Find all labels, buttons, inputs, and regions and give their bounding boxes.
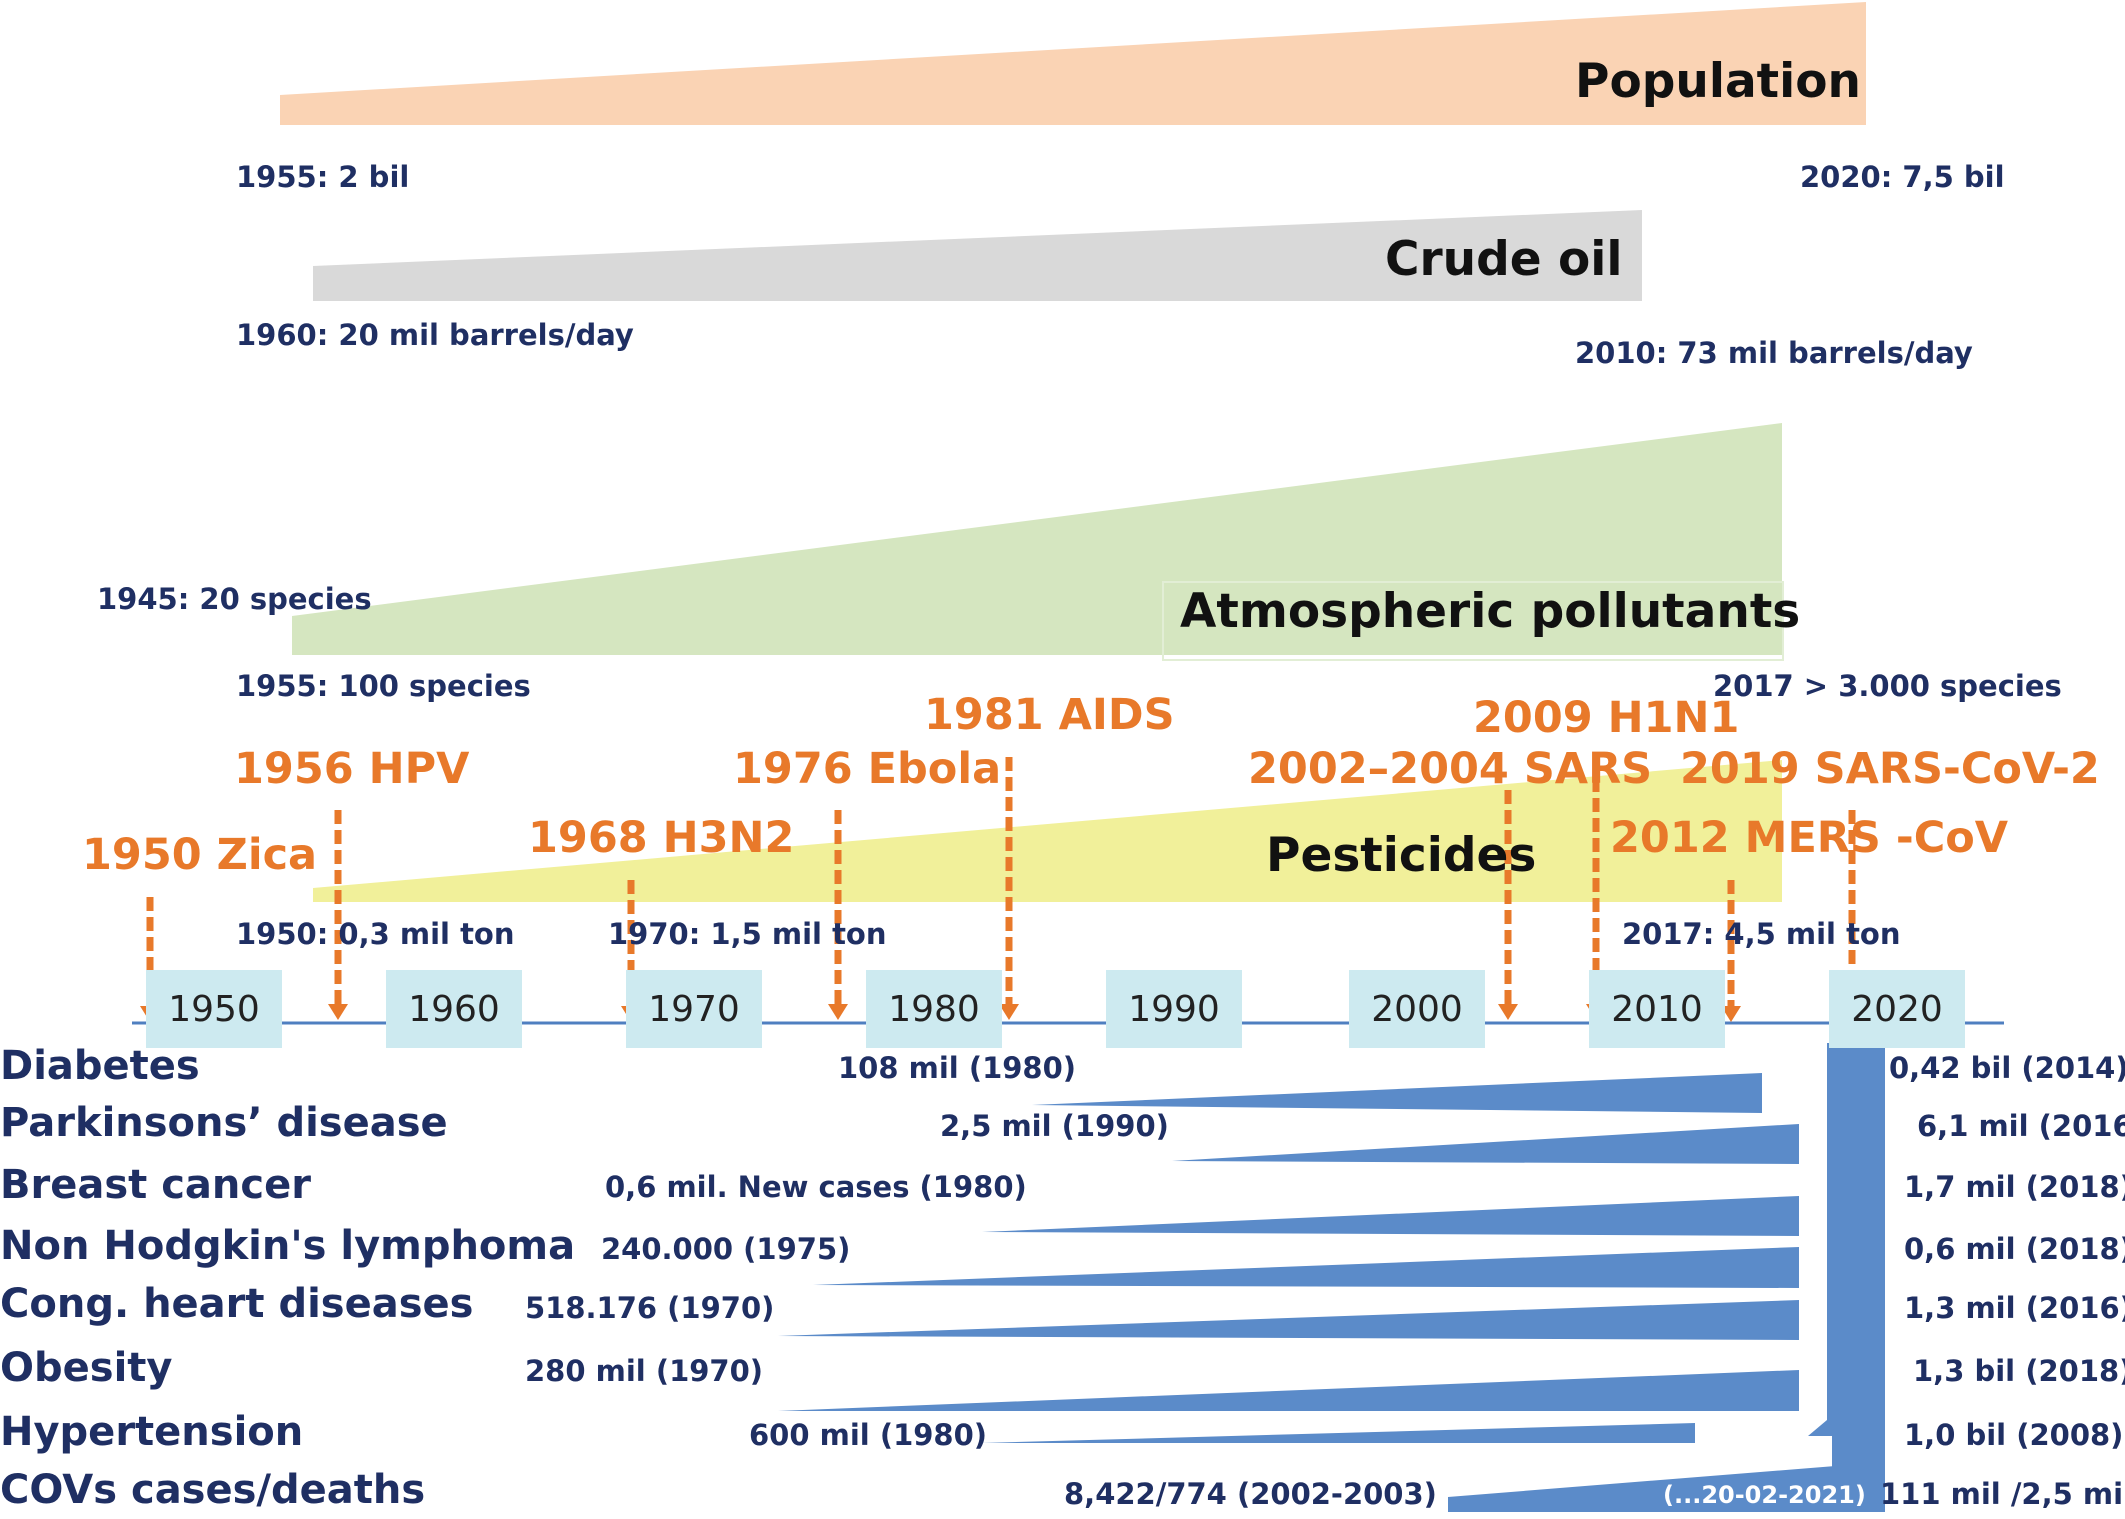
year-box-2000: 2000 xyxy=(1349,970,1485,1048)
crude-oil-start-value: 1960: 20 mil barrels/day xyxy=(236,318,634,352)
epidemic-label-hpv: 1956 HPV xyxy=(234,744,470,794)
disease-end-hypertension: 1,0 bil (2008) xyxy=(1904,1418,2124,1452)
pollutants-label-box xyxy=(1162,581,1784,661)
disease-start-hypertension: 600 mil (1980) xyxy=(749,1418,988,1452)
disease-name-obesity: Obesity xyxy=(0,1345,173,1391)
hypertension-wedge xyxy=(982,1423,1695,1443)
epidemic-label-sars-cov-2: 2019 SARS-CoV-2 xyxy=(1680,744,2100,794)
covid-vertical-bar xyxy=(1808,1043,1885,1510)
parkinsons-wedge xyxy=(1172,1124,1799,1164)
disease-end-nhl: 0,6 mil (2018) xyxy=(1904,1232,2125,1266)
year-box-1970: 1970 xyxy=(626,970,762,1048)
epidemic-label-h1n1: 2009 H1N1 xyxy=(1473,693,1740,743)
disease-name-parkinsons: Parkinsons’ disease xyxy=(0,1100,448,1146)
disease-name-nhl: Non Hodgkin's lymphoma xyxy=(0,1223,576,1269)
pesticides-start-value: 1950: 0,3 mil ton xyxy=(236,917,515,951)
nhl-wedge xyxy=(813,1247,1799,1288)
disease-end-parkinsons: 6,1 mil (2016) xyxy=(1917,1109,2125,1143)
disease-name-breast-cancer: Breast cancer xyxy=(0,1162,311,1208)
epidemic-arrow-head xyxy=(999,1004,1019,1020)
year-box-1950: 1950 xyxy=(146,970,282,1048)
pollutants-wedge xyxy=(292,423,1782,655)
disease-start-heart: 518.176 (1970) xyxy=(525,1291,775,1325)
year-box-2020: 2020 xyxy=(1829,970,1965,1048)
pesticides-wedge xyxy=(313,760,1782,902)
epidemic-label-ebola: 1976 Ebola xyxy=(733,744,1002,794)
pollutants-1945-value: 1945: 20 species xyxy=(97,582,372,616)
disease-end-covs: 111 mil /2,5 mil xyxy=(1880,1477,2125,1511)
epidemic-label-mers: 2012 MERS -CoV xyxy=(1610,813,2009,863)
disease-start-nhl: 240.000 (1975) xyxy=(601,1232,851,1266)
obesity-wedge xyxy=(778,1370,1799,1411)
pesticides-mid-value: 1970: 1,5 mil ton xyxy=(608,917,887,951)
epidemic-label-sars: 2002–2004 SARS xyxy=(1248,744,1653,794)
disease-end-obesity: 1,3 bil (2018) xyxy=(1913,1354,2125,1388)
disease-name-hypertension: Hypertension xyxy=(0,1409,304,1455)
year-box-2010: 2010 xyxy=(1589,970,1725,1048)
epidemic-arrow-head xyxy=(328,1004,348,1020)
pollutants-label: Atmospheric pollutants xyxy=(1180,584,1801,639)
epidemic-label-zica: 1950 Zica xyxy=(82,830,318,880)
epidemic-label-aids: 1981 AIDS xyxy=(924,690,1175,740)
pollutants-start-value: 1955: 100 species xyxy=(236,669,531,703)
heart-wedge xyxy=(778,1300,1799,1340)
crude-oil-label: Crude oil xyxy=(1385,232,1623,287)
disease-start-covs: 8,422/774 (2002-2003) xyxy=(1064,1477,1437,1511)
pesticides-end-value: 2017: 4,5 mil ton xyxy=(1622,917,1901,951)
covid-wedge xyxy=(1448,1462,1885,1512)
year-box-1980: 1980 xyxy=(866,970,1002,1048)
breast-cancer-wedge xyxy=(982,1196,1799,1236)
crude-oil-wedge xyxy=(313,210,1642,301)
epidemic-arrow-head xyxy=(1498,1004,1518,1020)
epidemic-arrow-head xyxy=(828,1004,848,1020)
disease-start-obesity: 280 mil (1970) xyxy=(525,1354,764,1388)
disease-start-parkinsons: 2,5 mil (1990) xyxy=(940,1109,1169,1143)
disease-end-breast-cancer: 1,7 mil (2018) xyxy=(1904,1170,2125,1204)
disease-end-heart: 1,3 mil (2016) xyxy=(1904,1291,2125,1325)
crude-oil-end-value: 2010: 73 mil barrels/day xyxy=(1575,336,1973,370)
disease-start-diabetes: 108 mil (1980) xyxy=(838,1051,1077,1085)
epidemic-label-h3n2: 1968 H3N2 xyxy=(528,813,795,863)
disease-name-diabetes: Diabetes xyxy=(0,1043,200,1089)
diabetes-wedge xyxy=(1032,1073,1762,1113)
disease-note-covs: (...20-02-2021) xyxy=(1663,1481,1866,1509)
disease-name-covs: COVs cases/deaths xyxy=(0,1467,426,1513)
disease-start-breast-cancer: 0,6 mil. New cases (1980) xyxy=(605,1170,1027,1204)
population-start-value: 1955: 2 bil xyxy=(236,160,410,194)
disease-name-heart: Cong. heart diseases xyxy=(0,1281,474,1327)
disease-end-diabetes: 0,42 bil (2014) xyxy=(1889,1051,2125,1085)
year-box-1990: 1990 xyxy=(1106,970,1242,1048)
pesticides-label: Pesticides xyxy=(1266,828,1537,883)
population-label: Population xyxy=(1575,54,1861,109)
year-box-1960: 1960 xyxy=(386,970,522,1048)
pollutants-end-value: 2017 > 3.000 species xyxy=(1713,669,2062,703)
population-end-value: 2020: 7,5 bil xyxy=(1800,160,2005,194)
population-wedge xyxy=(280,2,1866,125)
epidemic-arrow-head xyxy=(1721,1006,1741,1022)
